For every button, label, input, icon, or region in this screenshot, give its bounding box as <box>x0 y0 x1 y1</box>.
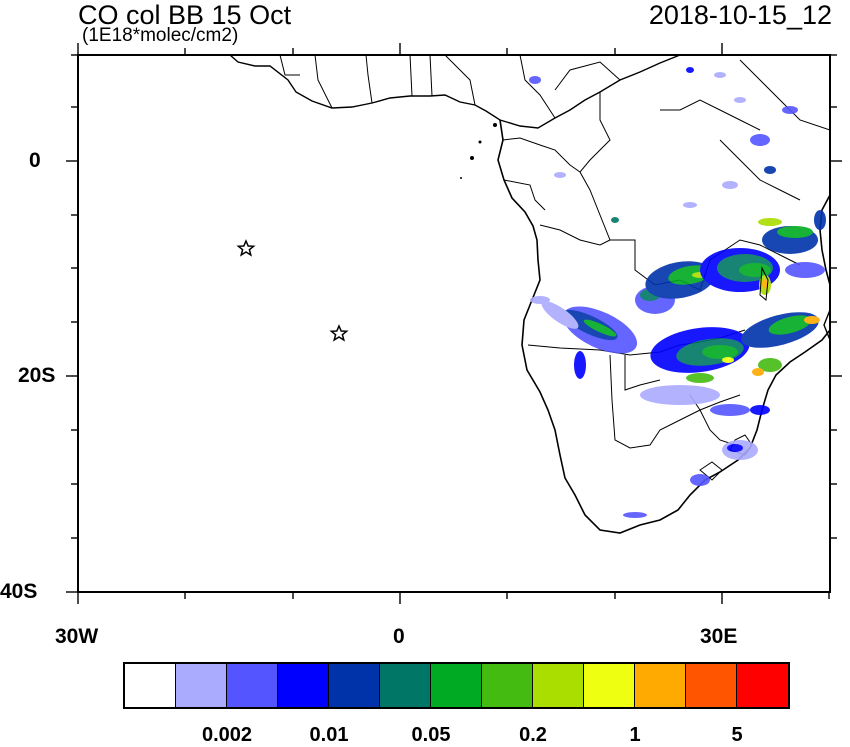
colorbar-label: 5 <box>731 724 743 746</box>
datetime-label: 2018-10-15_12 <box>648 0 832 30</box>
colorbar <box>123 662 790 709</box>
colorbar-swatch <box>635 664 686 707</box>
x-tick-label: 0 <box>393 625 405 648</box>
colorbar-swatch <box>329 664 380 707</box>
land-west-africa <box>229 55 681 129</box>
lake-outline <box>759 266 769 301</box>
land-east-coast <box>819 194 830 286</box>
colorbar-swatch <box>737 664 788 707</box>
colorbar-swatch <box>380 664 431 707</box>
axis-ticks <box>66 43 842 604</box>
colorbar-label: 0.01 <box>309 724 349 746</box>
colorbar-swatch <box>431 664 482 707</box>
colorbar-swatch <box>125 664 176 707</box>
colorbar-swatch <box>482 664 533 707</box>
colorbar-swatch <box>533 664 584 707</box>
x-tick-label: 30E <box>700 625 738 648</box>
colorbar-label: 1 <box>629 724 641 746</box>
y-tick-label: 0 <box>29 149 41 172</box>
units-label: (1E18*molec/cm2) <box>82 25 239 46</box>
star-marker <box>236 239 256 257</box>
colorbar-label: 0.05 <box>411 724 451 746</box>
star-markers <box>236 239 349 342</box>
y-tick-label: 20S <box>18 364 56 387</box>
co-plume-field <box>529 67 826 518</box>
y-tick-label: 40S <box>0 580 38 603</box>
map-frame <box>77 54 831 593</box>
colorbar-swatch <box>227 664 278 707</box>
star-marker <box>329 324 349 342</box>
land-africa-coast <box>497 119 830 534</box>
islands <box>460 123 497 179</box>
colorbar-label: 0.002 <box>201 724 253 746</box>
colorbar-swatch <box>584 664 635 707</box>
colorbar-label: 0.2 <box>519 724 547 746</box>
land-madagascar <box>823 309 830 341</box>
x-tick-label: 30W <box>55 625 99 648</box>
plot-title: CO col BB 15 Oct <box>78 0 292 30</box>
colorbar-swatch <box>278 664 329 707</box>
colorbar-swatch <box>686 664 737 707</box>
colorbar-swatch <box>176 664 227 707</box>
